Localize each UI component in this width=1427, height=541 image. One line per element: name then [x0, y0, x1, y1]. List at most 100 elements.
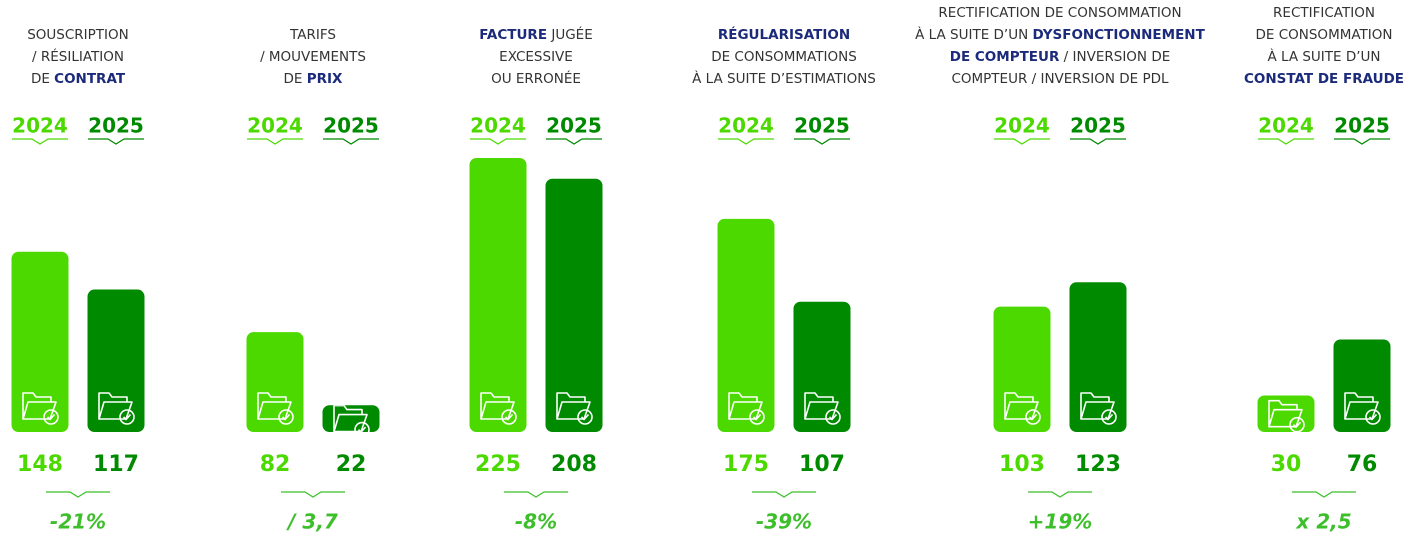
year-label: 2024: [1258, 114, 1314, 138]
value-label: 30: [1271, 452, 1302, 477]
check-circle: [354, 421, 370, 433]
year-label: 2024: [12, 114, 68, 138]
category-label: DE CONTRAT: [31, 71, 126, 87]
category-segment: RÉGULARISATION: [718, 26, 850, 43]
check: [46, 413, 56, 421]
chevron: [12, 138, 68, 145]
check-circle: [825, 409, 841, 425]
year-label: 2024: [470, 114, 526, 138]
folder-icon: [257, 392, 294, 425]
check: [357, 426, 367, 433]
folder-icon: [1080, 392, 1117, 425]
category-segment: JUGÉE: [547, 26, 593, 43]
folder-front: [728, 401, 763, 420]
value-label: 208: [551, 452, 597, 477]
value-label: 103: [999, 452, 1045, 477]
year-label: 2025: [794, 114, 850, 138]
folder-front: [257, 401, 292, 420]
value-label: 107: [799, 452, 845, 477]
folder-front: [804, 401, 839, 420]
category-segment: À LA SUITE D’ESTIMATIONS: [692, 70, 876, 87]
category-label: OU ERRONÉE: [491, 70, 581, 87]
category-segment: TARIFS: [289, 27, 336, 43]
chevron: [247, 138, 303, 145]
folder-icon: [480, 392, 517, 425]
folder-back: [1080, 392, 1110, 419]
chevron: [718, 138, 774, 145]
check: [281, 413, 291, 421]
year-label: 2025: [546, 114, 602, 138]
year-label: 2024: [994, 114, 1050, 138]
folder-front: [556, 401, 591, 420]
folder-back: [480, 392, 510, 419]
check: [1104, 413, 1114, 421]
category-label: / MOUVEMENTS: [260, 49, 366, 65]
folder-icon: [22, 392, 59, 425]
chevron: [46, 491, 110, 498]
value-label: 175: [723, 452, 769, 477]
check-circle: [501, 409, 517, 425]
folder-icon: [333, 405, 370, 433]
folder-back: [728, 392, 758, 419]
check-circle: [577, 409, 593, 425]
value-label: 225: [475, 452, 521, 477]
category-label: À LA SUITE D’ESTIMATIONS: [692, 70, 876, 87]
chevron: [1292, 491, 1356, 498]
category-segment: DYSFONCTIONNEMENT: [1033, 27, 1206, 43]
bar: [717, 218, 775, 432]
category-segment: / MOUVEMENTS: [260, 49, 366, 65]
chevron: [504, 491, 568, 498]
bar: [87, 289, 145, 432]
year-label: 2025: [323, 114, 379, 138]
check: [828, 413, 838, 421]
category-segment: PRIX: [307, 71, 343, 87]
folder-icon: [1344, 392, 1381, 425]
folder-front: [22, 401, 57, 420]
category-segment: DE: [31, 71, 54, 87]
bar: [993, 306, 1051, 432]
bar: [793, 301, 851, 432]
folder-back: [22, 392, 52, 419]
check: [752, 413, 762, 421]
category-label: À LA SUITE D’UN: [1267, 48, 1380, 65]
category-label: RÉGULARISATION: [718, 26, 850, 43]
category-label: À LA SUITE D’UN DYSFONCTIONNEMENT: [915, 26, 1205, 43]
chevron: [1070, 138, 1126, 145]
category-segment: DE: [284, 71, 307, 87]
folder-icon: [98, 392, 135, 425]
bar: [545, 178, 603, 432]
change-label: -21%: [50, 510, 106, 534]
category-segment: OU ERRONÉE: [491, 70, 581, 87]
folder-front: [1004, 401, 1039, 420]
change-label: -39%: [756, 510, 812, 534]
chevron: [1334, 138, 1390, 145]
category-segment: CONSTAT DE FRAUDE: [1244, 71, 1404, 87]
change-label: +19%: [1028, 510, 1093, 534]
category-segment: DE COMPTEUR: [950, 49, 1060, 65]
year-label: 2025: [1334, 114, 1390, 138]
check-circle: [749, 409, 765, 425]
check: [1368, 413, 1378, 421]
category-label: EXCESSIVE: [499, 49, 573, 65]
bar: [246, 332, 304, 432]
chevron: [794, 138, 850, 145]
folder-front: [333, 413, 368, 433]
chevron: [546, 138, 602, 145]
check: [580, 413, 590, 421]
chevron: [281, 491, 345, 498]
value-label: 82: [260, 452, 291, 477]
category-segment: DE CONSOMMATIONS: [711, 49, 857, 65]
category-segment: DE CONSOMMATION: [1256, 27, 1393, 43]
category-segment: FACTURE: [479, 27, 547, 43]
category-label: COMPTEUR / INVERSION DE PDL: [951, 71, 1169, 87]
change-label: x 2,5: [1295, 510, 1351, 534]
bar: [1069, 282, 1127, 432]
check-circle: [278, 409, 294, 425]
folder-back: [1344, 392, 1374, 419]
year-label: 2025: [88, 114, 144, 138]
category-segment: RECTIFICATION DE CONSOMMATION: [938, 5, 1181, 21]
folder-front: [1344, 401, 1379, 420]
folder-back: [1268, 399, 1298, 427]
value-label: 123: [1075, 452, 1121, 477]
check-circle: [1101, 409, 1117, 425]
